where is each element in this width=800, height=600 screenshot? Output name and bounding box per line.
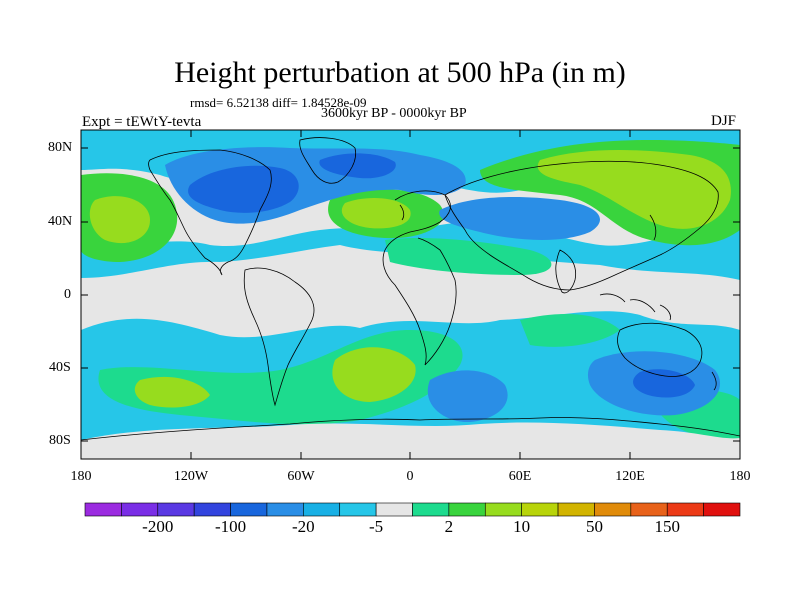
- colorbar-swatch: [193, 502, 231, 517]
- colorbar-label: -5: [369, 517, 384, 536]
- period-text: 3600kyr BP - 0000kyr BP: [321, 106, 467, 121]
- lat-label-80n: 80N: [48, 140, 73, 155]
- contour-north-pacific-core: [89, 196, 150, 244]
- lon-label-180w: 180: [70, 469, 92, 484]
- lon-label-180e: 180: [729, 469, 751, 484]
- colorbar-swatch: [448, 502, 486, 517]
- contour-south-atlantic-core: [332, 347, 416, 402]
- contour-europe-blue: [439, 197, 600, 240]
- colorbar-swatch: [630, 502, 668, 517]
- colorbar-swatch: [157, 502, 195, 517]
- colorbar-label: -100: [214, 517, 247, 536]
- season-label: DJF: [711, 113, 737, 129]
- contour-north-atlantic-core: [341, 197, 411, 229]
- colorbar: [84, 502, 741, 517]
- lat-label-80s: 80S: [49, 433, 71, 448]
- lat-label-40s: 40S: [49, 360, 71, 375]
- colorbar-label: 50: [585, 517, 603, 536]
- contour-tropical-green: [385, 238, 552, 275]
- experiment-label: Expt = tEWtY-tevta: [82, 114, 202, 130]
- stats-text: rmsd= 6.52138 diff= 1.84528e-09: [190, 95, 367, 110]
- colorbar-swatch: [339, 502, 377, 517]
- colorbar-swatch: [121, 502, 159, 517]
- contour-greenland-blue: [319, 153, 396, 179]
- colorbar-swatch: [666, 502, 704, 517]
- colorbar-swatch: [303, 502, 341, 517]
- colorbar-swatch: [266, 502, 304, 517]
- colorbar-label: 150: [654, 517, 680, 536]
- lon-label-0: 0: [406, 469, 414, 484]
- colorbar-swatch: [484, 502, 522, 517]
- contour-field: [81, 130, 740, 459]
- colorbar-label: -20: [291, 517, 315, 536]
- lon-label-120e: 120E: [615, 469, 645, 484]
- colorbar-swatch: [557, 502, 595, 517]
- colorbar-swatch: [230, 502, 268, 517]
- lon-label-120w: 120W: [173, 469, 209, 484]
- colorbar-label: -200: [142, 517, 174, 536]
- axis-ticks: [80, 130, 741, 459]
- contour-sh-green-east: [520, 314, 620, 347]
- contour-southern-ocean-blue: [427, 370, 508, 423]
- contour-antarctic-grey: [81, 422, 740, 459]
- lat-label-0: 0: [64, 287, 71, 302]
- colorbar-label: 10: [513, 517, 531, 536]
- colorbar-swatch: [375, 502, 413, 517]
- colorbar-swatch: [412, 502, 450, 517]
- contour-south-pacific-core: [134, 376, 210, 408]
- colorbar-label: 2: [444, 517, 454, 536]
- colorbar-swatch: [521, 502, 559, 517]
- colorbar-swatch: [84, 502, 122, 517]
- lon-label-60w: 60W: [287, 469, 315, 484]
- colorbar-swatch: [703, 502, 741, 517]
- colorbar-swatch: [594, 502, 632, 517]
- figure-title: Height perturbation at 500 hPa (in m): [174, 56, 626, 89]
- lon-label-60e: 60E: [508, 469, 532, 484]
- coastlines: [81, 137, 740, 441]
- lat-label-40n: 40N: [48, 214, 73, 229]
